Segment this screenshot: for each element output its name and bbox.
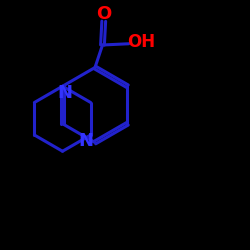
Text: OH: OH — [127, 34, 155, 52]
Text: N: N — [58, 84, 72, 102]
Text: N: N — [78, 132, 93, 150]
Text: O: O — [96, 5, 111, 23]
